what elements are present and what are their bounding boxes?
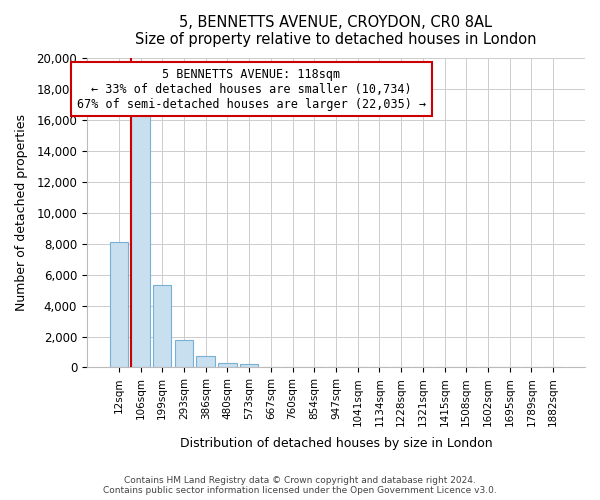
Y-axis label: Number of detached properties: Number of detached properties — [15, 114, 28, 312]
Bar — [110, 242, 128, 368]
Bar — [218, 363, 236, 368]
X-axis label: Distribution of detached houses by size in London: Distribution of detached houses by size … — [179, 437, 492, 450]
Bar — [153, 286, 172, 368]
Text: Contains HM Land Registry data © Crown copyright and database right 2024.
Contai: Contains HM Land Registry data © Crown c… — [103, 476, 497, 495]
Bar — [240, 364, 259, 368]
Title: 5, BENNETTS AVENUE, CROYDON, CR0 8AL
Size of property relative to detached house: 5, BENNETTS AVENUE, CROYDON, CR0 8AL Siz… — [135, 15, 537, 48]
Bar — [131, 111, 150, 368]
Text: 5 BENNETTS AVENUE: 118sqm
← 33% of detached houses are smaller (10,734)
67% of s: 5 BENNETTS AVENUE: 118sqm ← 33% of detac… — [77, 68, 426, 110]
Bar — [196, 356, 215, 368]
Bar — [175, 340, 193, 367]
